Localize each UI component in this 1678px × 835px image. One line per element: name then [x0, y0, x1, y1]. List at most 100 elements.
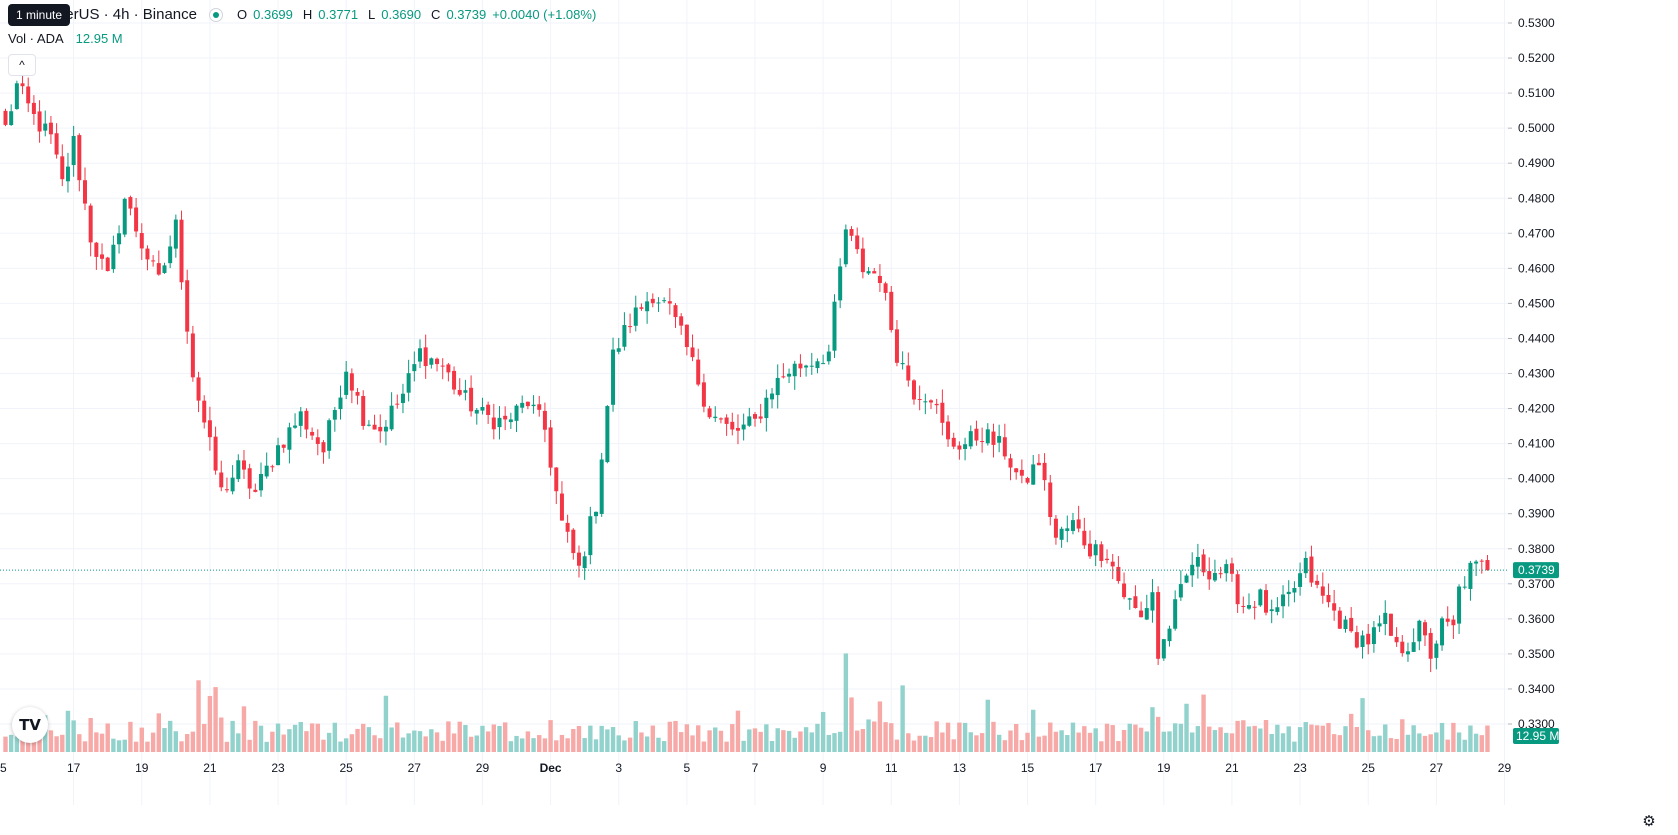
candle-body — [230, 477, 235, 492]
candle-body — [1036, 462, 1041, 466]
tradingview-logo-icon[interactable]: TV — [12, 707, 48, 743]
symbol-legend[interactable]: no / TetherUS · 4h · Binance O 0.3699 H 0.… — [8, 6, 596, 23]
candle-body — [173, 219, 178, 249]
volume-bar — [730, 724, 735, 752]
volume-bar — [1212, 730, 1218, 752]
candle-body — [304, 410, 309, 430]
volume-bar — [372, 735, 377, 752]
candle-body — [281, 444, 286, 448]
volume-bar — [1314, 725, 1320, 752]
volume-bar — [1178, 723, 1184, 752]
candle-body — [1235, 574, 1240, 605]
volume-bar — [1224, 732, 1229, 752]
candle-body — [1258, 589, 1263, 606]
interval-tooltip: 1 minute — [8, 4, 71, 26]
volume-bar — [1292, 741, 1297, 752]
candle-body — [860, 248, 865, 273]
volume-bar — [1241, 720, 1246, 752]
candle-body — [236, 460, 241, 480]
volume-bar — [1473, 733, 1479, 752]
volume-bar — [37, 736, 42, 752]
volume-bar — [1076, 732, 1081, 752]
candle-body — [361, 396, 366, 426]
candle-body — [3, 110, 8, 125]
close-label: C — [431, 7, 441, 22]
candle-body — [929, 400, 934, 403]
volume-bar — [911, 740, 917, 752]
gear-icon[interactable]: ⚙ — [1642, 813, 1656, 830]
volume-bar — [343, 738, 349, 752]
market-status-icon[interactable] — [209, 7, 223, 22]
volume-legend[interactable]: Vol · ADA 12.95 M — [8, 31, 123, 46]
candle-body — [838, 266, 843, 301]
candle-body — [446, 364, 451, 373]
volume-bar — [440, 740, 445, 752]
volume-bar — [559, 734, 565, 752]
volume-bar — [315, 723, 320, 752]
time-axis[interactable]: 5 17 19 21 23 25 27 29 Dec 3 5 7 9 11 13 15 17 19 21 23 25 27… — [0, 761, 1511, 835]
volume-bar — [894, 739, 900, 752]
candle-body — [730, 421, 735, 430]
volume-bar — [270, 731, 275, 752]
candle-body — [1451, 619, 1456, 626]
candle-body — [1326, 594, 1331, 603]
volume-bar — [820, 711, 826, 752]
candle-body — [1445, 618, 1450, 622]
price-tick-label: 0.3600 — [1518, 612, 1555, 626]
time-tick-label: 23 — [1293, 761, 1307, 775]
candle-body — [917, 399, 922, 401]
time-tick-label: 19 — [135, 761, 149, 775]
volume-bar — [1218, 727, 1223, 752]
volume-bar — [1348, 713, 1354, 752]
volume-bar — [1326, 723, 1331, 752]
volume-bar — [1093, 728, 1098, 752]
candle-body — [213, 436, 218, 471]
candle-body — [900, 363, 905, 365]
volume-bar — [298, 721, 303, 752]
volume-bar — [1190, 732, 1195, 752]
candle-body — [1411, 642, 1416, 652]
volume-label: Vol · ADA — [8, 31, 64, 46]
time-tick-label: 25 — [340, 761, 354, 775]
volume-bar — [1366, 730, 1371, 752]
volume-bar — [656, 737, 661, 752]
candle-body — [310, 431, 315, 436]
volume-bar — [1031, 709, 1036, 752]
candle-body — [849, 229, 854, 236]
time-tick-label: 17 — [1089, 761, 1103, 775]
volume-bar — [1150, 707, 1155, 752]
candle-body — [576, 552, 581, 566]
volume-bar — [355, 728, 360, 752]
candle-body — [1019, 469, 1024, 476]
volume-bar — [71, 720, 76, 752]
candle-body — [71, 135, 76, 166]
collapse-legend-button[interactable]: ^ — [8, 54, 36, 76]
volume-bar — [627, 737, 633, 752]
candle-body — [1252, 606, 1257, 608]
volume-bar — [1110, 725, 1115, 752]
volume-bar — [429, 729, 434, 752]
time-tick-label: Dec — [540, 761, 562, 775]
candle-body — [963, 444, 968, 449]
candle-body — [951, 437, 956, 447]
candle-body — [276, 445, 281, 466]
price-axis[interactable]: 0.3300 0.3400 0.3500 0.3600 0.3700 0.3800 0.39… — [1508, 0, 1678, 835]
open-label: O — [237, 7, 248, 22]
candle-body — [1087, 543, 1092, 557]
time-tick-label: 21 — [203, 761, 217, 775]
candle-body — [548, 427, 553, 468]
candle-body — [344, 371, 349, 395]
candle-body — [338, 397, 343, 410]
volume-bar — [1059, 730, 1064, 752]
candle-body — [1099, 544, 1104, 561]
volume-bar — [1099, 741, 1104, 752]
volume-bar — [105, 723, 110, 752]
candle-body — [497, 417, 502, 428]
volume-bar — [1065, 735, 1070, 752]
price-tick-label: 0.4700 — [1518, 226, 1555, 240]
price-tick-label: 0.5100 — [1518, 86, 1555, 100]
candle-body — [480, 407, 485, 411]
candle-body — [1281, 594, 1286, 607]
candle-body — [1269, 609, 1274, 612]
